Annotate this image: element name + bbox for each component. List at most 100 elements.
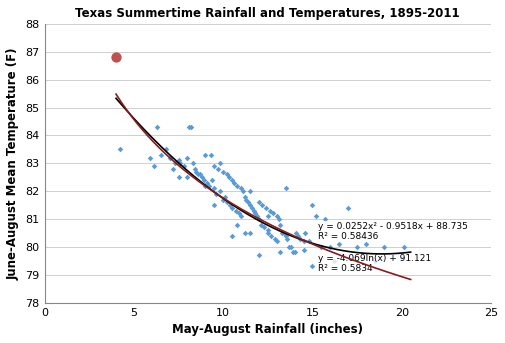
Point xyxy=(149,163,158,169)
Point xyxy=(290,250,298,255)
Point xyxy=(175,175,183,180)
Point xyxy=(280,230,288,236)
Point xyxy=(240,230,248,236)
Point xyxy=(199,177,208,183)
Point xyxy=(259,202,267,208)
Point xyxy=(362,241,370,247)
Point xyxy=(190,166,198,172)
Point xyxy=(278,230,286,236)
Point xyxy=(216,188,224,194)
Point xyxy=(214,166,222,172)
Point xyxy=(210,186,218,191)
Point xyxy=(301,230,310,236)
Point xyxy=(273,239,281,244)
Point xyxy=(287,244,295,250)
Title: Texas Summertime Rainfall and Temperatures, 1895-2011: Texas Summertime Rainfall and Temperatur… xyxy=(75,7,460,20)
Point xyxy=(257,222,265,227)
Point xyxy=(228,177,236,183)
Point xyxy=(233,222,241,227)
Point xyxy=(223,172,231,177)
Point xyxy=(380,244,388,250)
Point xyxy=(321,216,329,222)
Point xyxy=(264,213,272,219)
Point xyxy=(289,250,297,255)
Text: y = -4.069ln(x) + 91.121
R² = 0.5834: y = -4.069ln(x) + 91.121 R² = 0.5834 xyxy=(318,254,431,273)
Point xyxy=(228,205,236,211)
Point xyxy=(221,194,229,200)
Point xyxy=(235,211,243,216)
Point xyxy=(175,158,183,163)
Point xyxy=(246,188,254,194)
Point xyxy=(255,252,263,258)
Point xyxy=(312,213,320,219)
Point xyxy=(246,202,254,208)
Point xyxy=(203,180,211,186)
Point xyxy=(189,161,197,166)
Point xyxy=(230,180,238,186)
Point xyxy=(344,205,352,211)
Point xyxy=(196,172,204,177)
Point xyxy=(197,175,206,180)
Point xyxy=(330,258,338,263)
Point xyxy=(264,230,272,236)
Point xyxy=(216,161,224,166)
Point xyxy=(240,194,248,200)
Point xyxy=(282,186,290,191)
Point xyxy=(219,169,227,174)
Point xyxy=(294,233,302,238)
Point xyxy=(264,227,272,233)
Point xyxy=(335,241,343,247)
Point xyxy=(219,197,227,202)
Point xyxy=(275,216,283,222)
Point xyxy=(255,216,263,222)
Point xyxy=(201,152,210,158)
Point xyxy=(266,208,274,213)
Point xyxy=(192,169,200,174)
Point xyxy=(210,202,218,208)
Point xyxy=(247,205,256,211)
Point xyxy=(326,244,334,250)
Point xyxy=(244,200,252,205)
Point xyxy=(185,124,193,130)
Point xyxy=(292,230,300,236)
Point xyxy=(299,247,308,252)
Point xyxy=(205,183,213,188)
Point xyxy=(226,202,234,208)
Point xyxy=(228,233,236,238)
Point xyxy=(269,211,277,216)
Point xyxy=(166,155,174,161)
Point xyxy=(225,175,233,180)
Point xyxy=(176,161,184,166)
Point xyxy=(273,213,281,219)
Point xyxy=(201,183,210,188)
Point xyxy=(233,183,241,188)
Point xyxy=(309,202,317,208)
Point xyxy=(112,55,120,60)
Point xyxy=(210,163,218,169)
Point xyxy=(267,233,275,238)
Point xyxy=(232,208,240,213)
Point xyxy=(209,177,217,183)
Y-axis label: June-August Mean Temperature (F): June-August Mean Temperature (F) xyxy=(7,47,20,280)
Point xyxy=(180,163,188,169)
Point xyxy=(237,213,245,219)
Point xyxy=(207,152,215,158)
Point xyxy=(276,250,284,255)
Point xyxy=(276,222,284,227)
Text: y = 0.0252x² - 0.9518x + 88.735
R² = 0.58436: y = 0.0252x² - 0.9518x + 88.735 R² = 0.5… xyxy=(318,222,468,241)
Point xyxy=(397,255,406,261)
Point xyxy=(157,152,165,158)
Point xyxy=(246,230,254,236)
Point xyxy=(285,244,293,250)
Point xyxy=(253,213,261,219)
Point xyxy=(317,244,325,250)
Point xyxy=(242,197,250,202)
Point xyxy=(187,124,195,130)
Point xyxy=(223,200,231,205)
Point xyxy=(282,233,290,238)
Point xyxy=(183,155,191,161)
Point xyxy=(171,161,179,166)
Point xyxy=(399,244,408,250)
Point xyxy=(371,258,379,263)
Point xyxy=(309,264,317,269)
